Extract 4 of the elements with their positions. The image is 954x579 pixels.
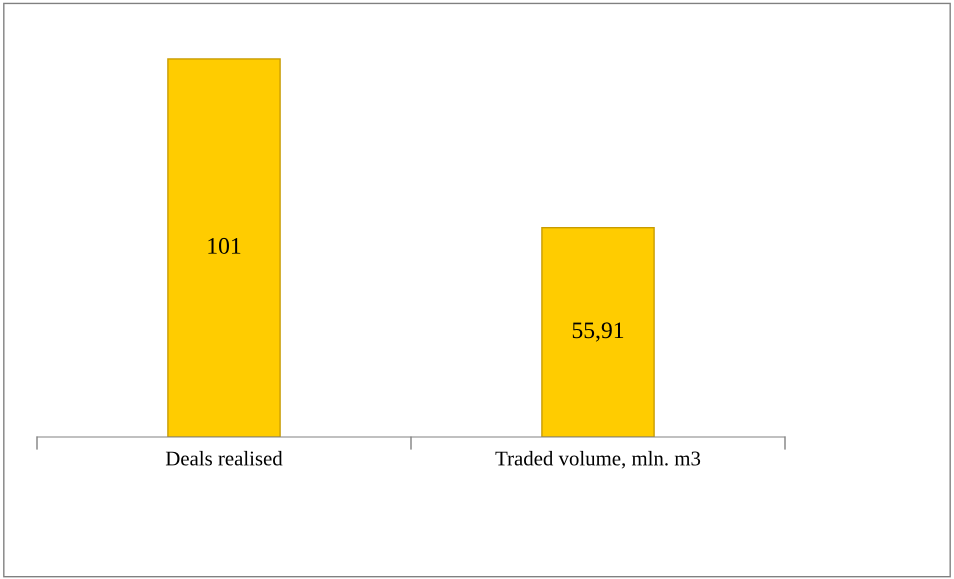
x-tick-label: Deals realised — [166, 450, 282, 466]
data-label: 55,91 — [572, 322, 624, 342]
x-tick-label: Traded volume, mln. m3 — [495, 450, 700, 469]
data-label: 101 — [208, 238, 240, 254]
